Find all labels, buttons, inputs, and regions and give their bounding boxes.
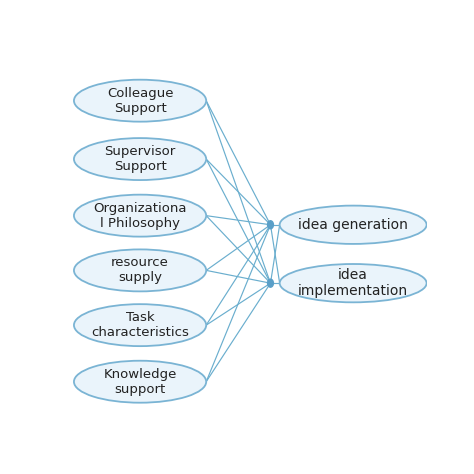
Text: Colleague
Support: Colleague Support <box>107 87 173 115</box>
Ellipse shape <box>74 80 206 122</box>
Ellipse shape <box>74 195 206 237</box>
Ellipse shape <box>280 206 427 244</box>
Text: idea
implementation: idea implementation <box>298 268 408 298</box>
Text: resource
supply: resource supply <box>111 256 169 284</box>
Ellipse shape <box>267 279 273 287</box>
Ellipse shape <box>280 264 427 302</box>
Ellipse shape <box>74 249 206 292</box>
Text: Knowledge
support: Knowledge support <box>103 368 177 396</box>
Ellipse shape <box>74 361 206 403</box>
Ellipse shape <box>74 138 206 180</box>
Ellipse shape <box>267 221 273 229</box>
Text: idea generation: idea generation <box>298 218 408 232</box>
Text: Task
characteristics: Task characteristics <box>91 311 189 339</box>
Text: Organizationa
l Philosophy: Organizationa l Philosophy <box>93 201 187 229</box>
Ellipse shape <box>74 304 206 346</box>
Text: Supervisor
Support: Supervisor Support <box>104 145 176 173</box>
